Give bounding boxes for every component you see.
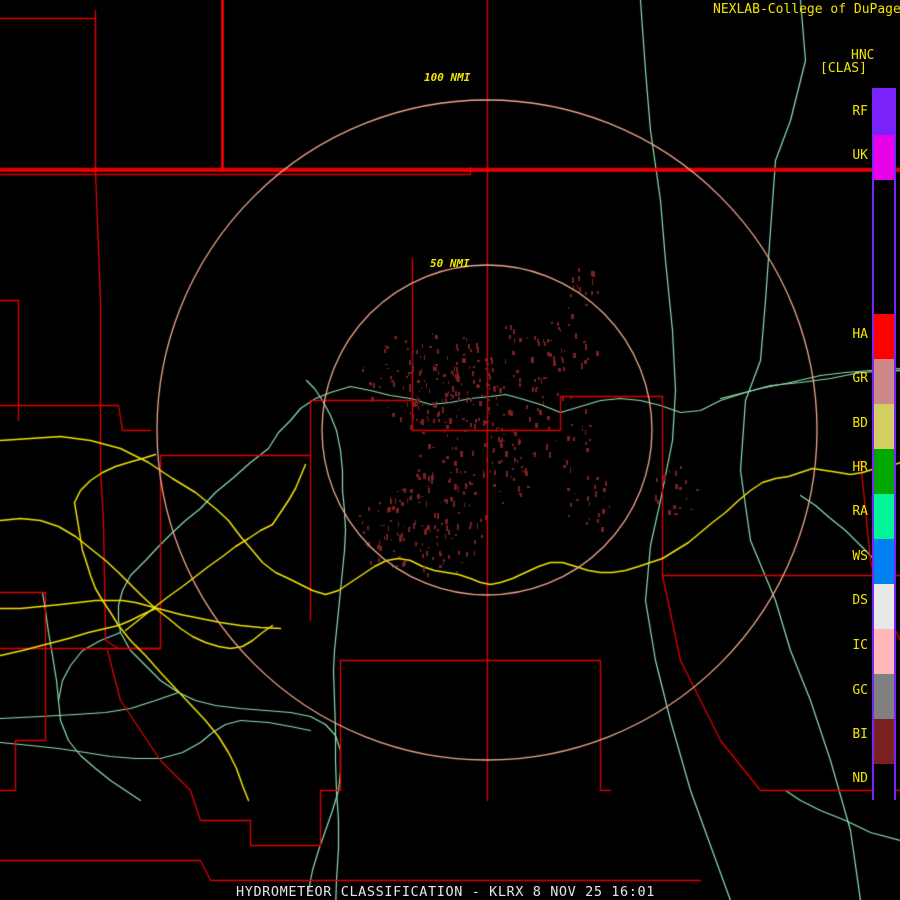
colorbar-segment-rf <box>874 90 894 135</box>
colorbar-segment-hr <box>874 449 894 494</box>
colorbar-label-ha: HA <box>852 327 868 342</box>
colorbar-segment-gr <box>874 359 894 404</box>
colorbar-segment-blank-2 <box>874 180 894 314</box>
range-ring-label-100nmi: 100 NMI <box>424 71 471 84</box>
colorbar-segment-uk <box>874 135 894 180</box>
classification-colorbar[interactable] <box>872 88 896 809</box>
colorbar-segment-gc <box>874 674 894 719</box>
range-ring-label-50nmi: 50 NMI <box>430 257 470 270</box>
colorbar-label-uk: UK <box>852 148 868 163</box>
colorbar-label-nd: ND <box>852 771 868 786</box>
mode-label: [CLAS] <box>820 61 867 76</box>
colorbar-segment-nd <box>874 764 894 809</box>
colorbar-label-ws: WS <box>852 549 868 564</box>
colorbar-label-bi: BI <box>852 727 868 742</box>
provider-watermark: NEXLAB-College of DuPage <box>713 2 900 17</box>
product-code-label: HNC <box>851 48 875 63</box>
colorbar-segment-ic <box>874 629 894 674</box>
colorbar-label-gr: GR <box>852 371 868 386</box>
colorbar-segment-ds <box>874 584 894 629</box>
colorbar-label-ds: DS <box>852 593 868 608</box>
colorbar-label-ic: IC <box>852 638 868 653</box>
product-title-footer: HYDROMETEOR CLASSIFICATION - KLRX 8 NOV … <box>236 884 655 900</box>
colorbar-label-ra: RA <box>852 504 868 519</box>
colorbar-label-bd: BD <box>852 416 868 431</box>
colorbar-label-rf: RF <box>852 104 868 119</box>
colorbar-segment-bi <box>874 719 894 764</box>
colorbar-label-gc: GC <box>852 683 868 698</box>
colorbar-segment-bd <box>874 404 894 449</box>
colorbar-segment-ws <box>874 539 894 584</box>
colorbar-label-hr: HR <box>852 460 868 475</box>
colorbar-segment-ha <box>874 314 894 359</box>
colorbar-segment-ra <box>874 494 894 539</box>
